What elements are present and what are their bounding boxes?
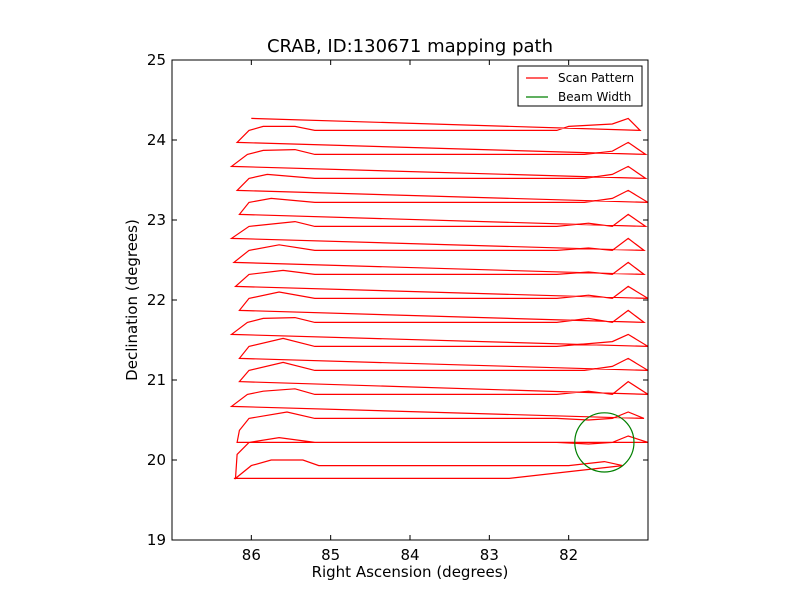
y-tick-label: 20 — [147, 451, 166, 469]
y-tick-label: 21 — [147, 371, 166, 389]
legend-box — [517, 65, 643, 107]
x-tick-label: 82 — [559, 546, 578, 564]
y-axis-title: Declination (degrees) — [123, 219, 141, 381]
y-tick-label: 19 — [147, 531, 166, 549]
chart-title: CRAB, ID:130671 mapping path — [267, 36, 553, 57]
series-beam-width-circle — [574, 412, 635, 473]
y-tick-label: 24 — [147, 131, 166, 149]
x-tick-label: 86 — [242, 546, 261, 564]
series-scan-pattern-line — [229, 117, 648, 480]
y-tick-label: 25 — [147, 51, 166, 69]
plot-area — [229, 117, 648, 480]
y-tick-label: 22 — [147, 291, 166, 309]
x-tick-label: 83 — [480, 546, 499, 564]
x-axis-title: Right Ascension (degrees) — [312, 563, 509, 581]
plot-series-group — [229, 117, 648, 480]
x-tick-label: 84 — [400, 546, 419, 564]
legend: Scan Pattern Beam Width — [517, 65, 643, 107]
axes: 86 85 84 83 82 19 20 21 22 23 24 25 — [147, 51, 649, 564]
legend-label: Beam Width — [558, 90, 631, 104]
legend-label: Scan Pattern — [558, 71, 634, 85]
y-tick-label: 23 — [147, 211, 166, 229]
x-tick-label: 85 — [321, 546, 340, 564]
